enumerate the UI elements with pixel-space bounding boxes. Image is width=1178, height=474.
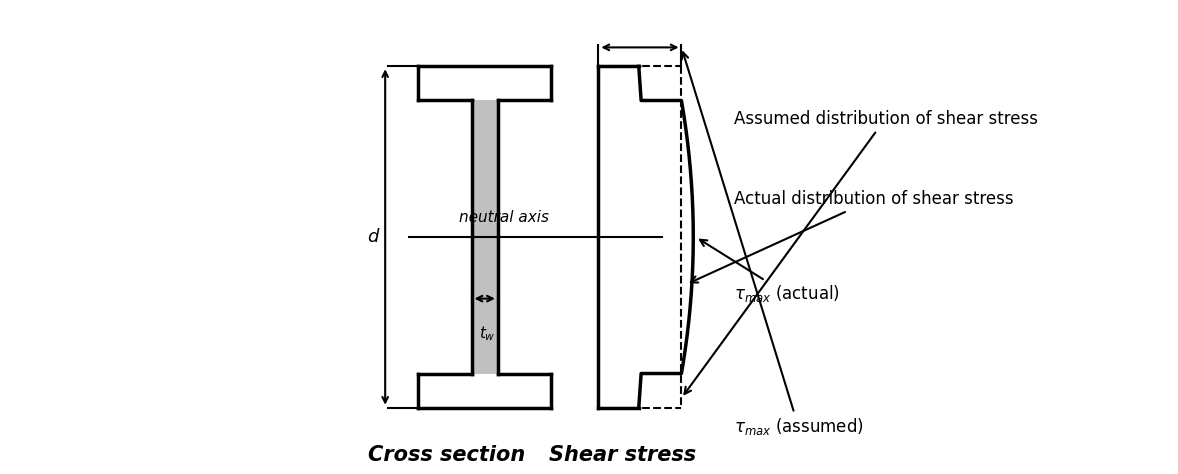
Text: Cross section: Cross section [369, 445, 525, 465]
Text: $\tau_{max}$ (actual): $\tau_{max}$ (actual) [700, 240, 840, 304]
Text: $t_w$: $t_w$ [478, 325, 496, 343]
Text: Actual distribution of shear stress: Actual distribution of shear stress [690, 190, 1013, 283]
Text: $\tau_{max}$ (assumed): $\tau_{max}$ (assumed) [682, 52, 863, 437]
Text: Shear stress: Shear stress [549, 445, 696, 465]
Bar [471, 100, 498, 374]
Text: Assumed distribution of shear stress: Assumed distribution of shear stress [684, 109, 1038, 394]
Text: neutral axis: neutral axis [458, 210, 549, 225]
Text: d: d [368, 228, 379, 246]
